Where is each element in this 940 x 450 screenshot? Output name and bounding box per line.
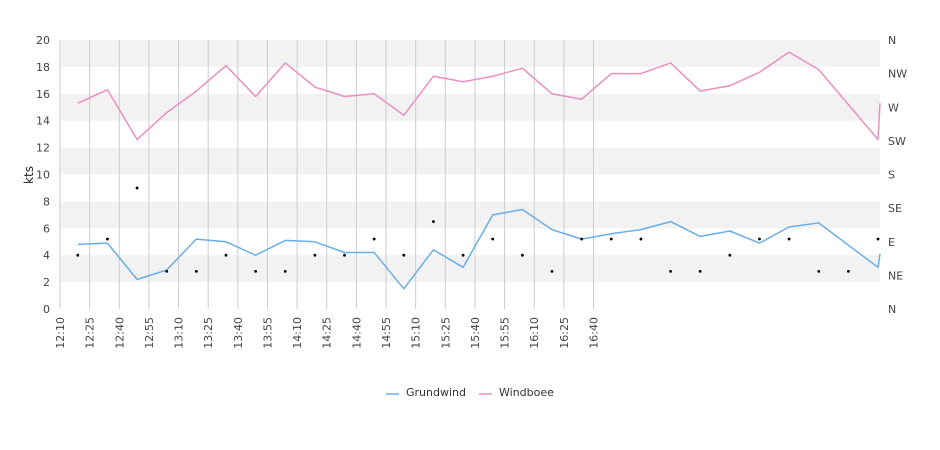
- direction-point: [76, 253, 80, 257]
- x-tick-label: 12:40: [113, 317, 126, 349]
- x-tick-label: 12:25: [84, 317, 97, 349]
- direction-point: [461, 253, 465, 257]
- direction-point: [254, 269, 258, 273]
- y-tick-label: 2: [43, 276, 50, 289]
- direction-point: [817, 269, 821, 273]
- direction-point: [313, 253, 317, 257]
- direction-point: [609, 237, 613, 241]
- x-tick-label: 15:10: [410, 317, 423, 349]
- x-axis-ticks: 12:10 12:25 12:40 12:55 13:10 13:25 13:40 13:55…: [54, 317, 600, 349]
- y-tick-label: 4: [43, 249, 50, 262]
- x-tick-label: 14:55: [380, 317, 393, 349]
- direction-point: [698, 269, 702, 273]
- y-tick-label: 12: [36, 142, 50, 155]
- direction-tick-label: E: [888, 236, 895, 249]
- x-tick-label: 16:25: [558, 317, 571, 349]
- plot-band: [60, 120, 880, 148]
- x-tick-label: 13:55: [261, 317, 274, 349]
- direction-point: [580, 237, 584, 241]
- series-line-windboee: [77, 51, 881, 141]
- direction-point: [491, 237, 495, 241]
- y-tick-label: 14: [36, 115, 50, 128]
- y-tick-label: 0: [43, 303, 50, 316]
- plot-band: [60, 93, 880, 121]
- y-tick-label: 18: [36, 61, 50, 74]
- plot-band: [60, 255, 880, 283]
- plot-band: [60, 40, 880, 67]
- direction-point: [432, 220, 435, 223]
- direction-dots: [76, 186, 880, 273]
- x-tick-label: 15:55: [499, 317, 512, 349]
- direction-tick-label: NW: [888, 68, 907, 81]
- x-tick-label: 12:10: [54, 317, 67, 349]
- legend: Grundwind Windboee: [386, 386, 554, 399]
- direction-point: [402, 253, 406, 257]
- direction-point: [639, 237, 643, 241]
- x-tick-label: 13:10: [173, 317, 186, 349]
- plot-band: [60, 174, 880, 202]
- x-tick-label: 14:10: [291, 317, 304, 349]
- direction-point: [876, 237, 880, 241]
- direction-point: [224, 253, 228, 257]
- y-axis-ticks: 0 2 4 6 8 10 12 14 16 18 20: [36, 34, 50, 316]
- direction-tick-label: NE: [888, 269, 903, 282]
- direction-point: [283, 269, 287, 273]
- y-tick-label: 8: [43, 195, 50, 208]
- plot-band: [60, 147, 880, 175]
- direction-point: [758, 237, 761, 241]
- direction-point: [520, 253, 524, 257]
- legend-label: Windboee: [499, 386, 554, 399]
- x-tick-label: 13:25: [202, 317, 215, 349]
- plot-band: [60, 201, 880, 229]
- x-tick-label: 12:55: [143, 317, 156, 349]
- direction-point: [106, 237, 109, 241]
- direction-tick-label: W: [888, 101, 899, 114]
- direction-point: [135, 186, 139, 190]
- x-tick-label: 16:40: [587, 317, 600, 349]
- legend-label: Grundwind: [406, 386, 466, 399]
- direction-point: [669, 269, 672, 273]
- x-tick-label: 14:25: [321, 317, 334, 349]
- direction-point: [728, 253, 732, 257]
- direction-tick-label: SW: [888, 135, 906, 148]
- direction-point: [343, 253, 346, 257]
- direction-tick-label: N: [888, 34, 896, 47]
- y-tick-label: 6: [43, 222, 50, 235]
- series-lines: [77, 51, 881, 290]
- plot-bands: [60, 40, 880, 309]
- plot-band: [60, 228, 880, 256]
- direction-point: [165, 269, 169, 273]
- y-tick-label: 10: [36, 169, 50, 182]
- direction-point: [787, 237, 791, 241]
- direction-tick-label: S: [888, 169, 895, 182]
- x-tick-label: 15:25: [439, 317, 452, 349]
- direction-tick-label: SE: [888, 202, 902, 215]
- direction-point: [846, 269, 850, 273]
- direction-point: [550, 269, 554, 273]
- y2-axis-ticks: N NE E SE S SW W NW N: [888, 34, 907, 316]
- x-tick-label: 14:40: [350, 317, 363, 349]
- series-line-grundwind: [77, 208, 881, 290]
- direction-point: [194, 269, 198, 273]
- direction-tick-label: N: [888, 303, 896, 316]
- plot-band: [60, 282, 880, 309]
- direction-point: [372, 237, 376, 241]
- x-tick-label: 15:40: [469, 317, 482, 349]
- y-tick-label: 16: [36, 88, 50, 101]
- y-axis-label: kts: [22, 166, 36, 184]
- x-tick-label: 16:10: [528, 317, 541, 349]
- x-tick-label: 13:40: [232, 317, 245, 349]
- vertical-gridlines: [59, 40, 594, 309]
- y-tick-label: 20: [36, 34, 50, 47]
